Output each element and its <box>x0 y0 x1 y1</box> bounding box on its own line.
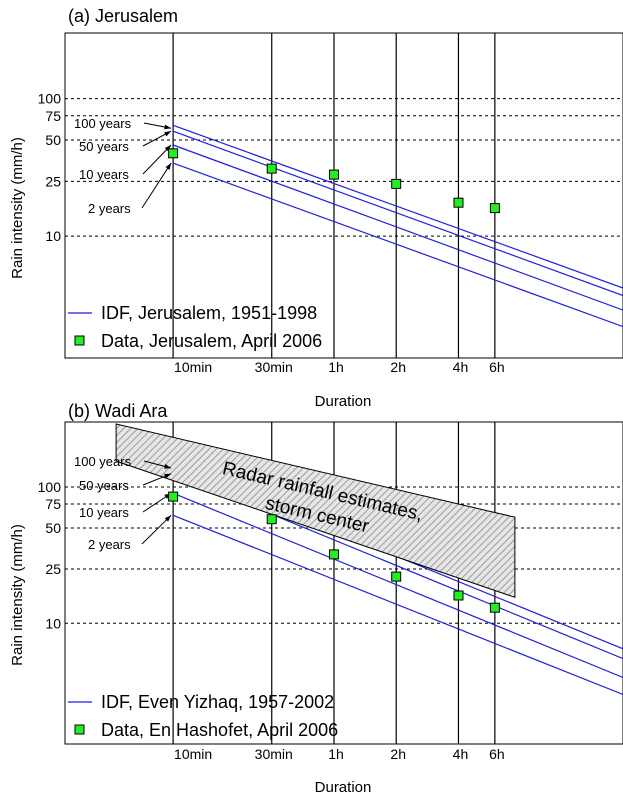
radar-estimate-region: Radar rainfall estimates,storm center <box>115 423 516 598</box>
panel-wadi-ara: (b) Wadi Ara Radar rainfall estimates,st… <box>9 401 623 795</box>
return-period-arrow <box>141 514 172 545</box>
panel-b-return-period-arrows <box>141 460 172 545</box>
y-tick-label: 10 <box>45 615 61 631</box>
panel-a-data-points <box>168 148 500 214</box>
return-period-label: 10 years <box>79 505 129 520</box>
panel-a-frame <box>64 32 623 359</box>
panel-a-legend: IDF, Jerusalem, 1951-1998 Data, Jerusale… <box>68 303 322 351</box>
x-tick-label: 6h <box>489 359 505 375</box>
panel-a-legend-marker-swatch <box>74 335 85 346</box>
return-period-arrowhead <box>165 163 172 170</box>
panel-b-frame <box>64 421 623 745</box>
panel-a-vertical-lines <box>172 33 496 358</box>
x-tick-label: 1h <box>328 359 344 375</box>
x-tick-label: 4h <box>453 746 469 762</box>
return-period-label: 2 years <box>88 201 131 216</box>
data-point <box>266 514 277 525</box>
return-period-arrowhead <box>164 515 172 522</box>
idf-line-10-years <box>172 492 623 679</box>
return-period-arrow <box>141 162 172 209</box>
panel-b-title: (b) Wadi Ara <box>68 401 168 421</box>
y-tick-label: 100 <box>38 91 62 107</box>
data-point <box>329 169 339 180</box>
return-period-label: 100 years <box>74 116 132 131</box>
return-period-arrowhead <box>164 124 172 130</box>
return-period-arrowhead <box>164 473 172 479</box>
y-tick-label: 25 <box>45 173 61 189</box>
idf-line-2-years <box>172 162 623 328</box>
y-tick-label: 50 <box>45 132 61 148</box>
panel-b-x-tick-labels: 10min 30min 1h 2h 4h 6h <box>174 746 505 762</box>
return-period-label: 100 years <box>74 454 132 469</box>
panel-a-x-axis-label: Duration <box>315 393 372 410</box>
y-tick-label: 75 <box>45 496 61 512</box>
x-tick-label: 10min <box>174 746 212 762</box>
x-tick-label: 4h <box>453 359 469 375</box>
idf-line-10-years <box>172 144 623 311</box>
panel-b-data-points <box>168 491 500 613</box>
panel-b-legend-idf: IDF, Even Yizhaq, 1957-2002 <box>101 692 334 712</box>
panel-a-y-axis-label: Rain intensity (mm/h) <box>9 137 26 279</box>
panel-b-x-axis-label: Duration <box>315 779 372 795</box>
panel-b-y-axis-label: Rain intensity (mm/h) <box>9 524 26 666</box>
x-tick-label: 30min <box>255 746 293 762</box>
return-period-label: 50 years <box>79 478 129 493</box>
data-point <box>168 491 179 502</box>
panel-a-idf-lines <box>172 124 623 328</box>
x-tick-label: 30min <box>255 359 293 375</box>
return-period-arrowhead <box>164 464 172 469</box>
radar-hatched-region <box>115 423 516 598</box>
idf-line-50-years <box>172 130 623 297</box>
panel-b-legend-marker-swatch <box>74 724 85 735</box>
panel-a-title: (a) Jerusalem <box>68 6 178 26</box>
data-point <box>453 590 464 601</box>
y-tick-label: 100 <box>38 479 62 495</box>
panel-a-return-period-arrows <box>141 122 172 209</box>
x-tick-label: 2h <box>390 746 406 762</box>
return-period-arrowhead <box>164 131 172 137</box>
x-tick-label: 10min <box>174 359 212 375</box>
data-point <box>391 571 402 582</box>
panel-a-x-tick-labels: 10min 30min 1h 2h 4h 6h <box>174 359 505 375</box>
x-tick-label: 2h <box>390 359 406 375</box>
return-period-label: 2 years <box>88 537 131 552</box>
panel-a-return-period-labels: 100 years 50 years 10 years 2 years <box>74 116 132 216</box>
data-point <box>168 148 179 159</box>
return-period-arrow <box>142 144 172 175</box>
y-tick-label: 75 <box>45 108 61 124</box>
idf-line-2-years <box>172 514 623 696</box>
return-period-label: 50 years <box>79 139 129 154</box>
y-tick-label: 25 <box>45 561 61 577</box>
panel-b-legend: IDF, Even Yizhaq, 1957-2002 Data, En Has… <box>68 692 338 740</box>
x-tick-label: 1h <box>328 746 344 762</box>
return-period-arrowhead <box>164 144 172 152</box>
panel-b-legend-data: Data, En Hashofet, April 2006 <box>101 720 338 740</box>
data-point <box>329 549 339 560</box>
panel-a-legend-idf: IDF, Jerusalem, 1951-1998 <box>101 303 317 323</box>
panel-a-grid <box>65 98 623 237</box>
x-tick-label: 6h <box>489 746 505 762</box>
data-point <box>266 163 277 174</box>
y-tick-label: 10 <box>45 228 61 244</box>
panel-b-return-period-labels: 100 years 50 years 10 years 2 years <box>74 454 132 552</box>
data-point <box>391 178 402 189</box>
data-point <box>453 197 464 208</box>
y-tick-label: 50 <box>45 520 61 536</box>
panel-a-legend-data: Data, Jerusalem, April 2006 <box>101 331 322 351</box>
return-period-label: 10 years <box>79 167 129 182</box>
data-point <box>489 602 500 613</box>
data-point <box>489 203 500 214</box>
idf-line-100-years <box>172 124 623 289</box>
